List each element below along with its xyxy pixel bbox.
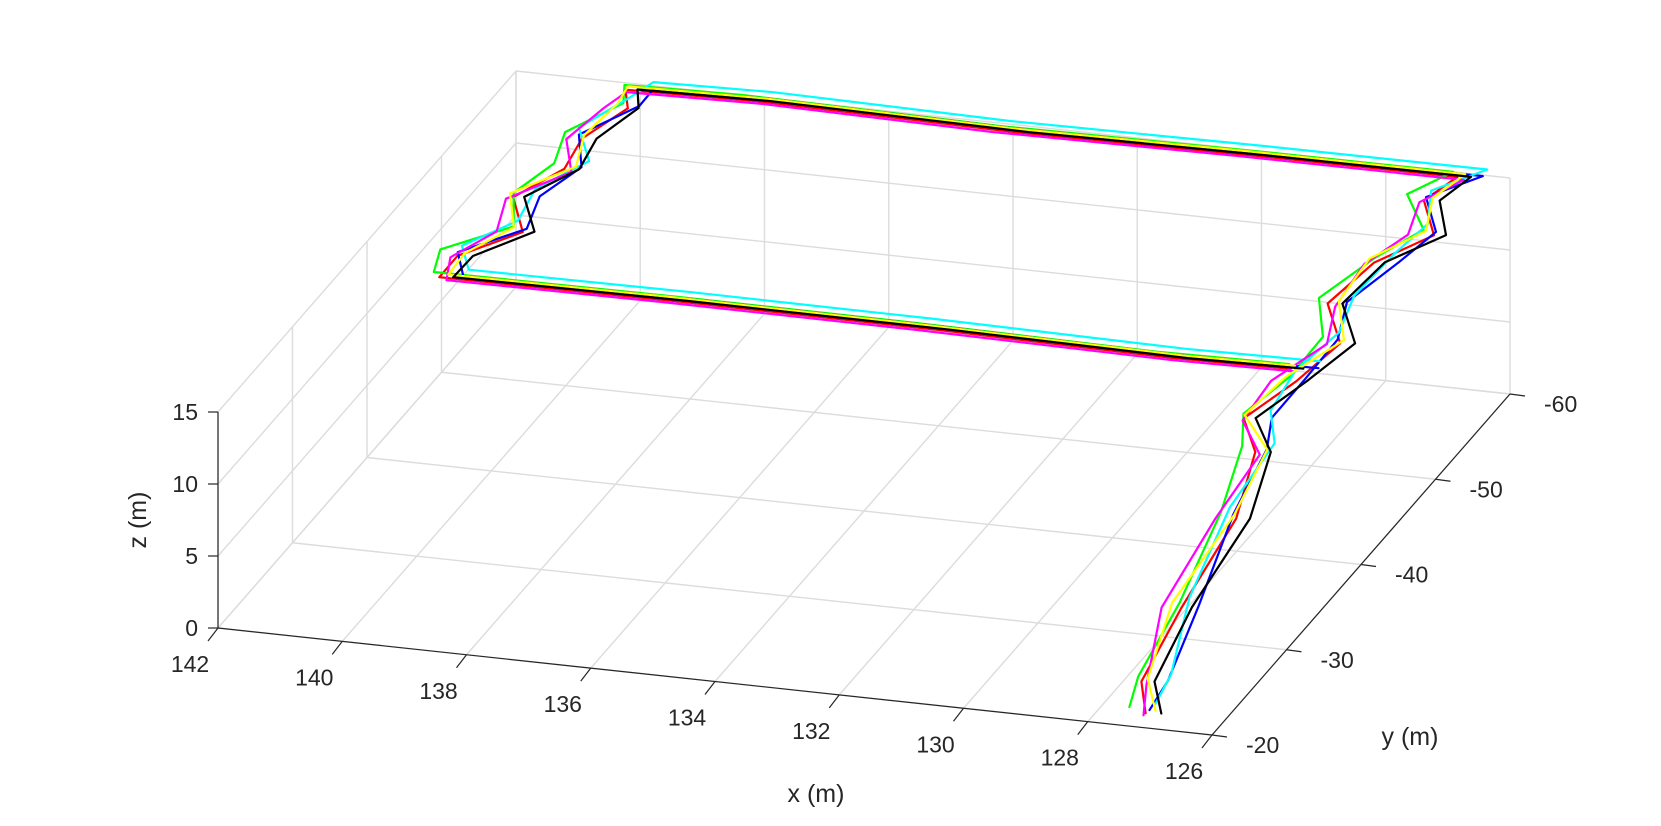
x-axis-label: x (m): [788, 780, 845, 808]
x-tick-label: 126: [1165, 758, 1203, 784]
grid-layer: [217, 70, 1511, 736]
floor-grid-line: [292, 542, 1287, 651]
side-wall-grid-line: [217, 286, 517, 629]
x-tick-mark: [1077, 721, 1089, 735]
side-wall-grid-line: [217, 142, 517, 485]
y-tick-mark: [1435, 478, 1451, 482]
trajectory-series-layer: [432, 81, 1489, 717]
side-wall-grid-line: [217, 70, 517, 413]
x-tick-mark: [207, 627, 219, 642]
x-tick-label: 134: [668, 705, 707, 731]
z-tick-label: 15: [172, 399, 198, 425]
trajectory-line: [452, 88, 1473, 715]
y-tick-label: -40: [1395, 562, 1428, 588]
x-tick-mark: [828, 694, 840, 709]
z-tick-label: 5: [185, 543, 198, 569]
z-tick-label: 0: [185, 615, 198, 641]
y-tick-mark: [1286, 649, 1302, 653]
trajectory-line: [438, 88, 1459, 715]
back-wall-grid-line: [515, 214, 1511, 323]
label-layer: x (m) y (m) z (m) 142 140 138 136 134 132 130 1…: [124, 391, 1577, 808]
back-wall-grid-line: [515, 142, 1511, 251]
x-tick-mark: [1201, 734, 1213, 749]
y-tick-label: -20: [1246, 732, 1279, 758]
x-tick-mark: [580, 667, 592, 682]
x-tick-label: 136: [544, 691, 582, 717]
floor-grid-line: [366, 456, 1362, 566]
y-tick-mark: [1211, 734, 1228, 738]
z-tick-label: 10: [172, 471, 198, 497]
y-axis-label: y (m): [1382, 723, 1439, 751]
trajectory-line: [445, 91, 1465, 717]
x-tick-mark: [331, 641, 343, 655]
x-tick-label: 128: [1041, 745, 1079, 771]
y-tick-label: -60: [1544, 391, 1577, 417]
x-tick-label: 142: [171, 651, 209, 677]
floor-grid-line: [441, 371, 1436, 480]
x-tick-label: 132: [792, 718, 830, 744]
x-tick-mark: [953, 707, 964, 722]
y-tick-label: -50: [1470, 476, 1503, 502]
y-tick-label: -30: [1321, 647, 1354, 673]
y-tick-mark: [1360, 563, 1377, 568]
x-tick-label: 140: [295, 664, 333, 690]
side-wall-grid-line: [217, 214, 517, 557]
trajectory-line: [432, 83, 1455, 709]
y-tick-mark: [1509, 393, 1526, 397]
x-tick-mark: [704, 681, 716, 695]
x-tick-label: 138: [419, 678, 457, 704]
axis-layer: [207, 393, 1526, 749]
x-tick-mark: [456, 654, 467, 669]
trajectory-line: [456, 88, 1484, 712]
trajectory-line: [447, 85, 1467, 712]
trajectory-line: [460, 81, 1489, 705]
x-tick-label: 130: [916, 731, 954, 757]
z-axis-label: z (m): [124, 492, 152, 549]
